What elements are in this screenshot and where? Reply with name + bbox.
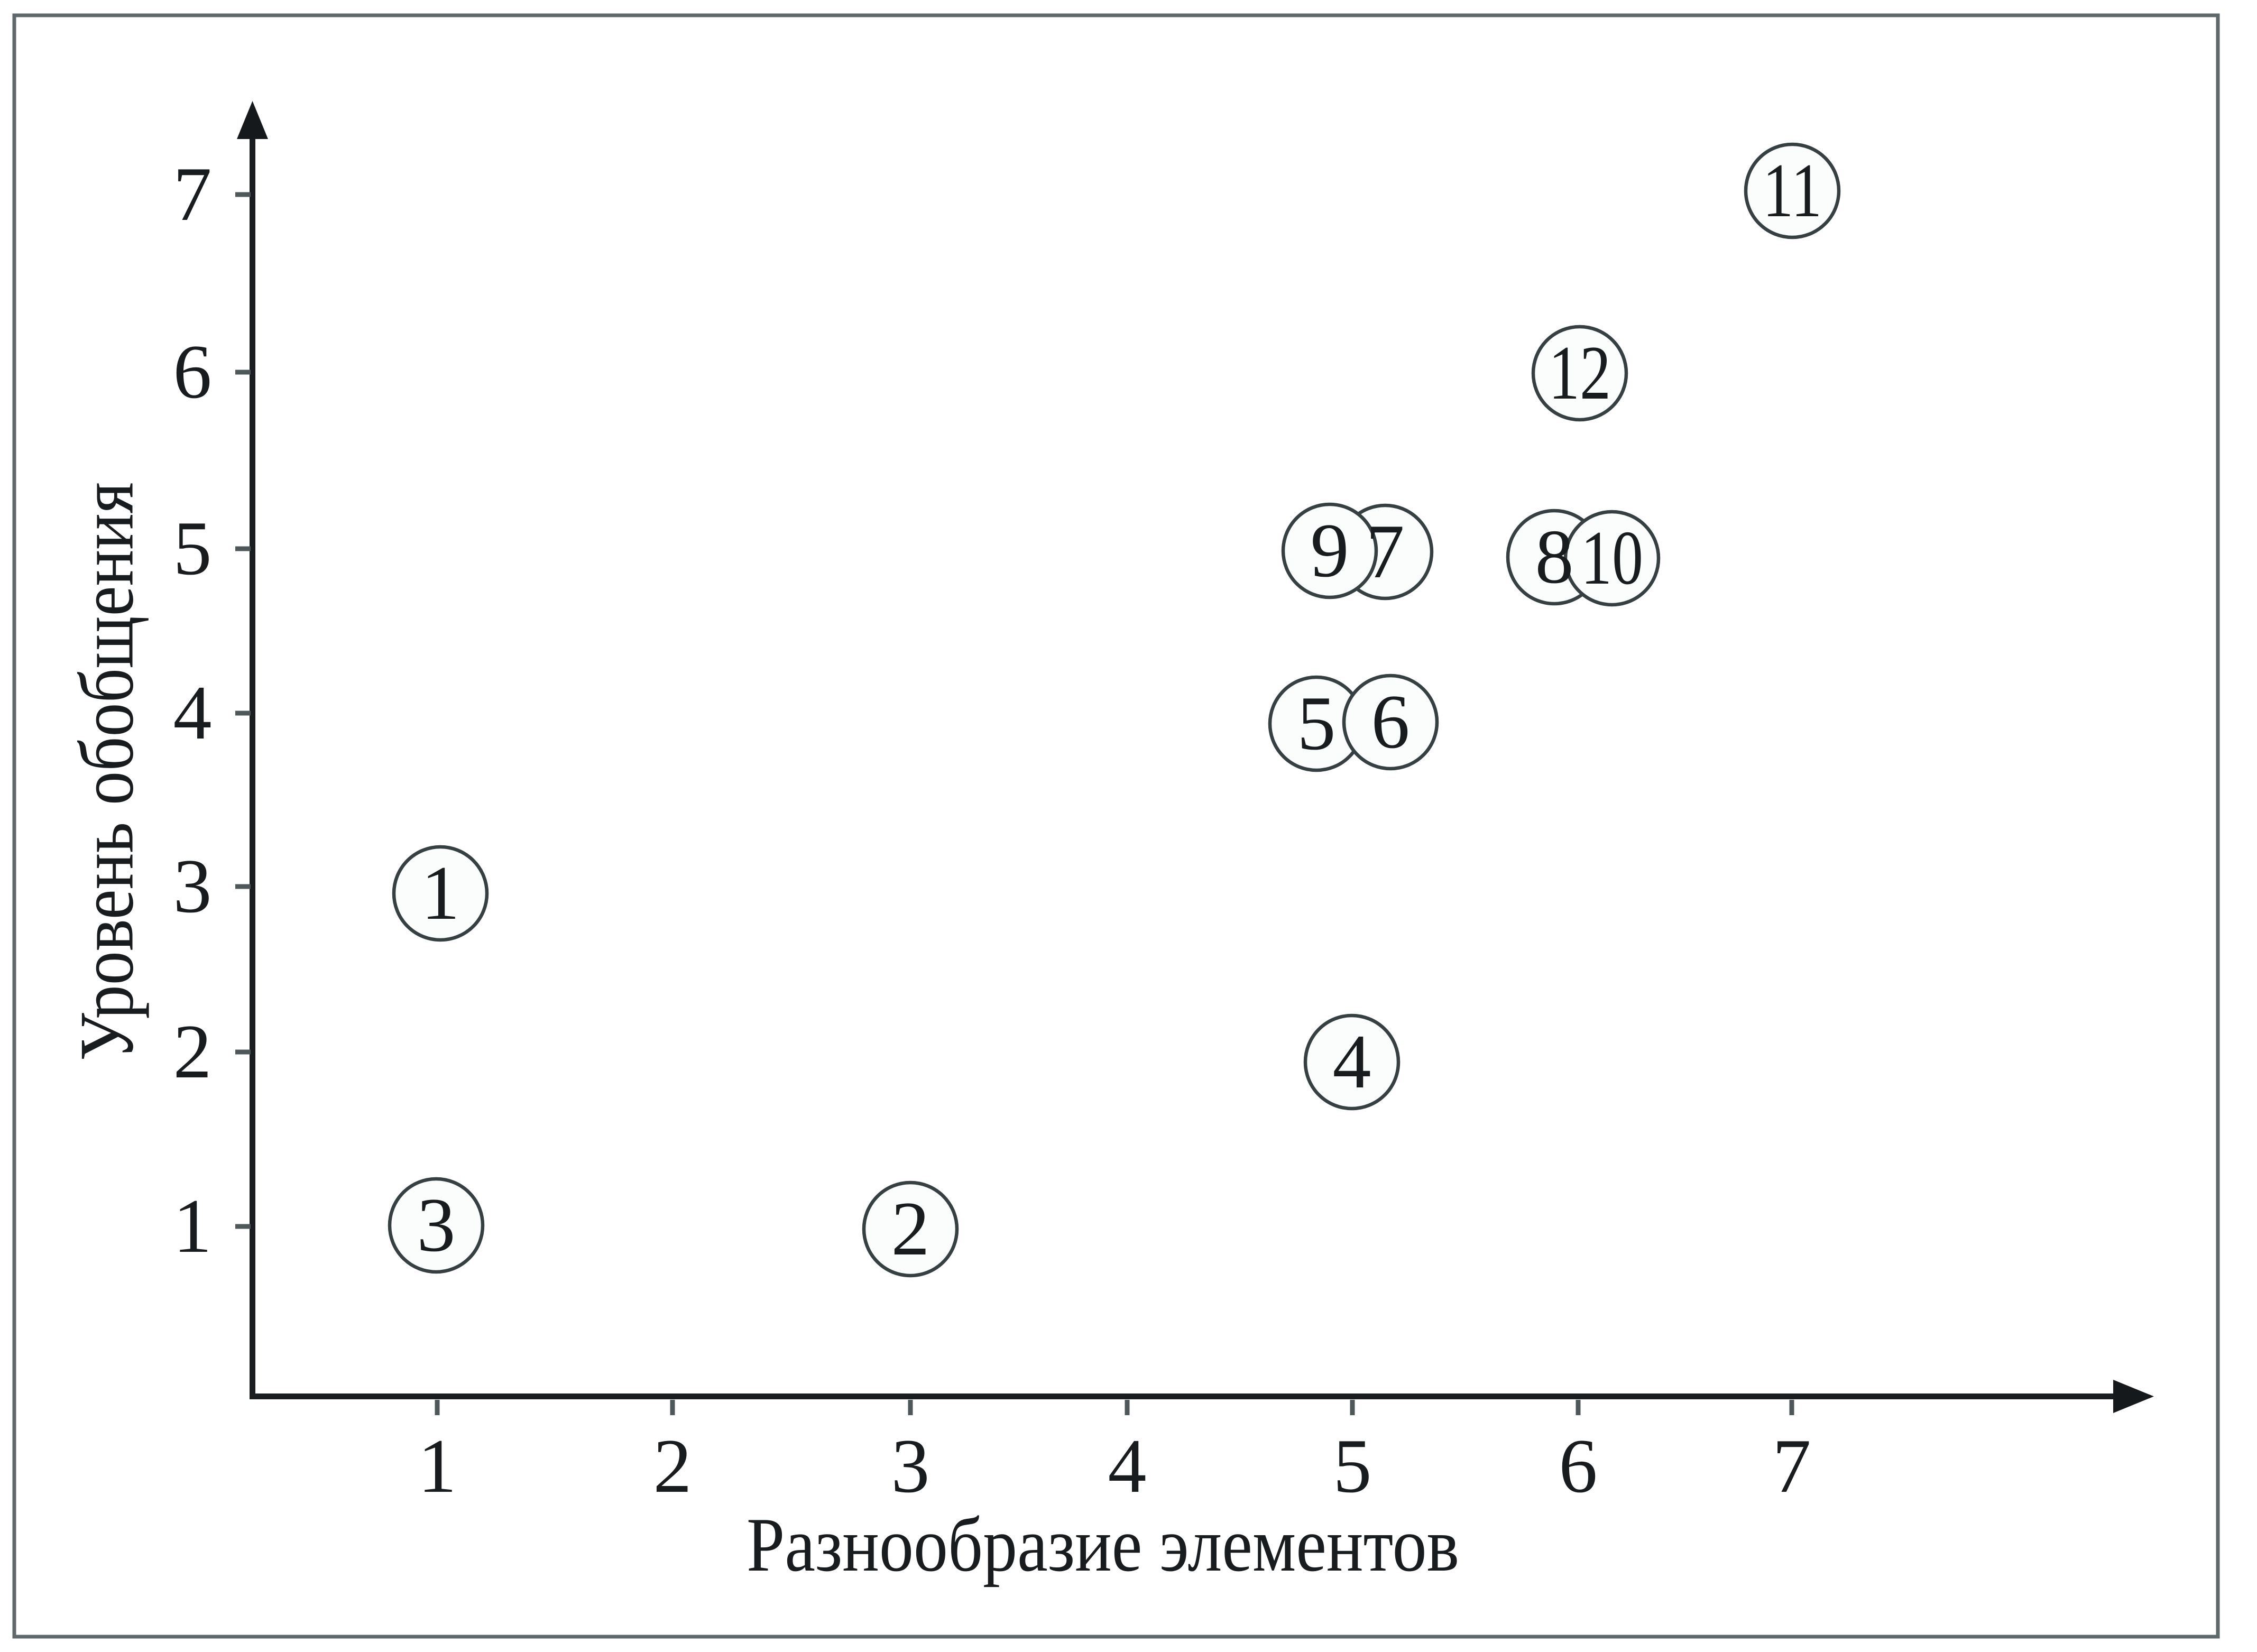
svg-text:2: 2 (891, 1186, 930, 1271)
svg-text:4: 4 (173, 670, 212, 755)
svg-text:1: 1 (418, 1423, 457, 1509)
svg-text:1: 1 (173, 1183, 212, 1269)
svg-text:3: 3 (173, 843, 212, 929)
svg-text:6: 6 (1371, 679, 1410, 764)
svg-text:4: 4 (1108, 1423, 1147, 1509)
svg-text:12: 12 (1549, 330, 1611, 416)
svg-text:Разнообразие элементов: Разнообразие элементов (747, 1502, 1459, 1588)
svg-text:11: 11 (1763, 147, 1822, 233)
svg-text:4: 4 (1333, 1019, 1371, 1104)
svg-text:3: 3 (891, 1423, 930, 1509)
svg-text:2: 2 (173, 1009, 212, 1094)
svg-text:5: 5 (1297, 680, 1336, 766)
svg-text:8: 8 (1535, 514, 1574, 599)
svg-text:7: 7 (1773, 1423, 1811, 1509)
svg-text:1: 1 (421, 850, 460, 936)
svg-text:Уровень обобщения: Уровень обобщения (64, 482, 150, 1061)
svg-text:7: 7 (173, 151, 212, 237)
svg-text:10: 10 (1581, 515, 1643, 601)
svg-text:6: 6 (173, 329, 212, 414)
svg-text:2: 2 (653, 1423, 692, 1509)
svg-text:7: 7 (1366, 509, 1405, 594)
svg-text:3: 3 (417, 1182, 456, 1268)
svg-text:6: 6 (1559, 1423, 1598, 1509)
svg-text:5: 5 (1333, 1423, 1372, 1509)
svg-text:9: 9 (1311, 507, 1349, 593)
svg-text:5: 5 (173, 505, 212, 591)
